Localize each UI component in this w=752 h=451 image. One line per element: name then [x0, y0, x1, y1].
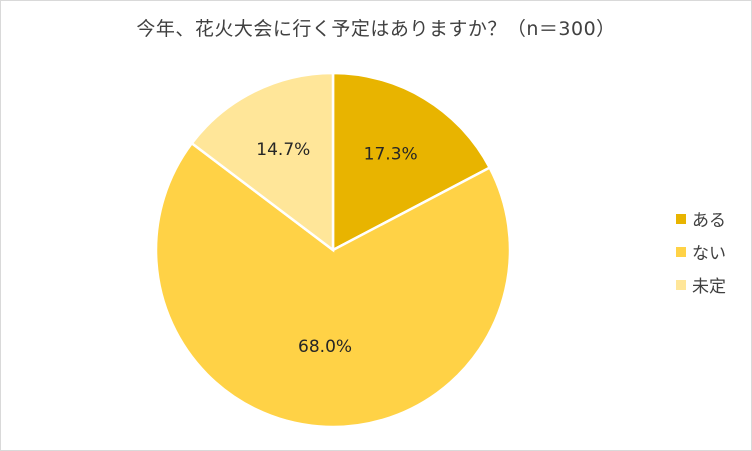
legend-label-mitei: 未定 — [692, 277, 726, 297]
legend: ある ない 未定 — [676, 202, 726, 301]
pie-slice-nai — [154, 141, 512, 429]
legend-label-aru: ある — [692, 211, 726, 231]
legend-item-nai: ない — [676, 235, 726, 268]
legend-label-nai: ない — [692, 244, 726, 264]
data-label-nai: 68.0% — [298, 337, 352, 357]
legend-swatch-nai — [676, 246, 686, 257]
legend-item-aru: ある — [676, 202, 726, 235]
chart-title: 今年、花火大会に行く予定はありますか？（n＝300） — [136, 18, 616, 40]
pie-slice-aru — [331, 71, 492, 253]
legend-swatch-aru — [676, 213, 686, 224]
data-label-mitei: 14.7% — [256, 140, 310, 160]
pie-slice-mitei — [190, 71, 335, 253]
legend-item-mitei: 未定 — [676, 268, 726, 301]
data-label-aru: 17.3% — [364, 145, 418, 165]
legend-swatch-mitei — [676, 279, 686, 290]
